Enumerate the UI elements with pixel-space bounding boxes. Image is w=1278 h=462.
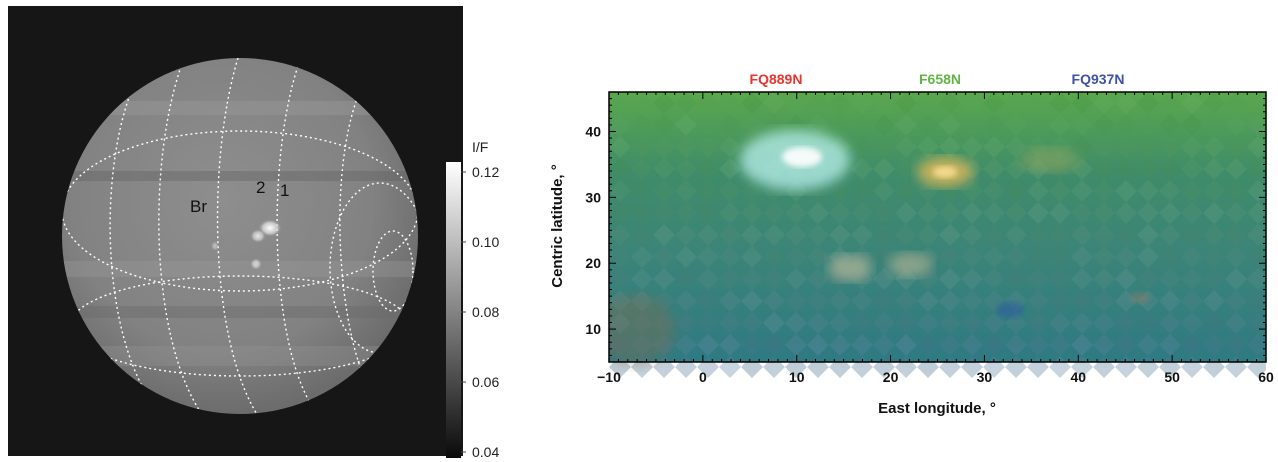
colorbar-tick-label: 0.10 [472,234,499,250]
map-bright-feature-4 [888,253,932,277]
feature-label-2: 2 [256,178,265,197]
y-tick-label: 40 [585,124,601,140]
x-tick-label: 30 [977,369,993,385]
x-tick-label: 20 [883,369,899,385]
y-axis-label: Centric latitude, ° [549,164,566,288]
filter-label: FQ937N [1072,71,1125,87]
colorbar-tick-label: 0.12 [472,164,499,180]
map-bright-feature-3 [828,255,872,281]
filter-label: F658N [919,71,961,87]
feature-label-br: Br [190,197,207,216]
filter-label: FQ889N [750,71,803,87]
x-axis-label: East longitude, ° [878,400,996,417]
longitude-latitude-map: FQ889N F658N FQ937N −10 0 10 20 30 40 50 60 40 30 20… [549,71,1274,417]
y-tick-label: 30 [585,189,601,205]
x-tick-label: 10 [789,369,805,385]
colorbar-tick-label: 0.04 [472,444,499,460]
x-tick-label: 50 [1164,369,1180,385]
y-tick-label: 10 [585,321,601,337]
colorbar-label: I/F [472,139,488,155]
x-tick-label: 60 [1258,369,1274,385]
x-tick-label: 40 [1070,369,1086,385]
planet-disk-image: Br 2 1 [8,6,463,456]
colorbar-tick-label: 0.06 [472,374,499,390]
feature-label-1: 1 [280,181,289,200]
colorbar-tick-label: 0.08 [472,304,499,320]
y-tick-label: 20 [585,255,601,271]
x-tick-label: 0 [699,369,707,385]
x-tick-label: −10 [597,369,621,385]
